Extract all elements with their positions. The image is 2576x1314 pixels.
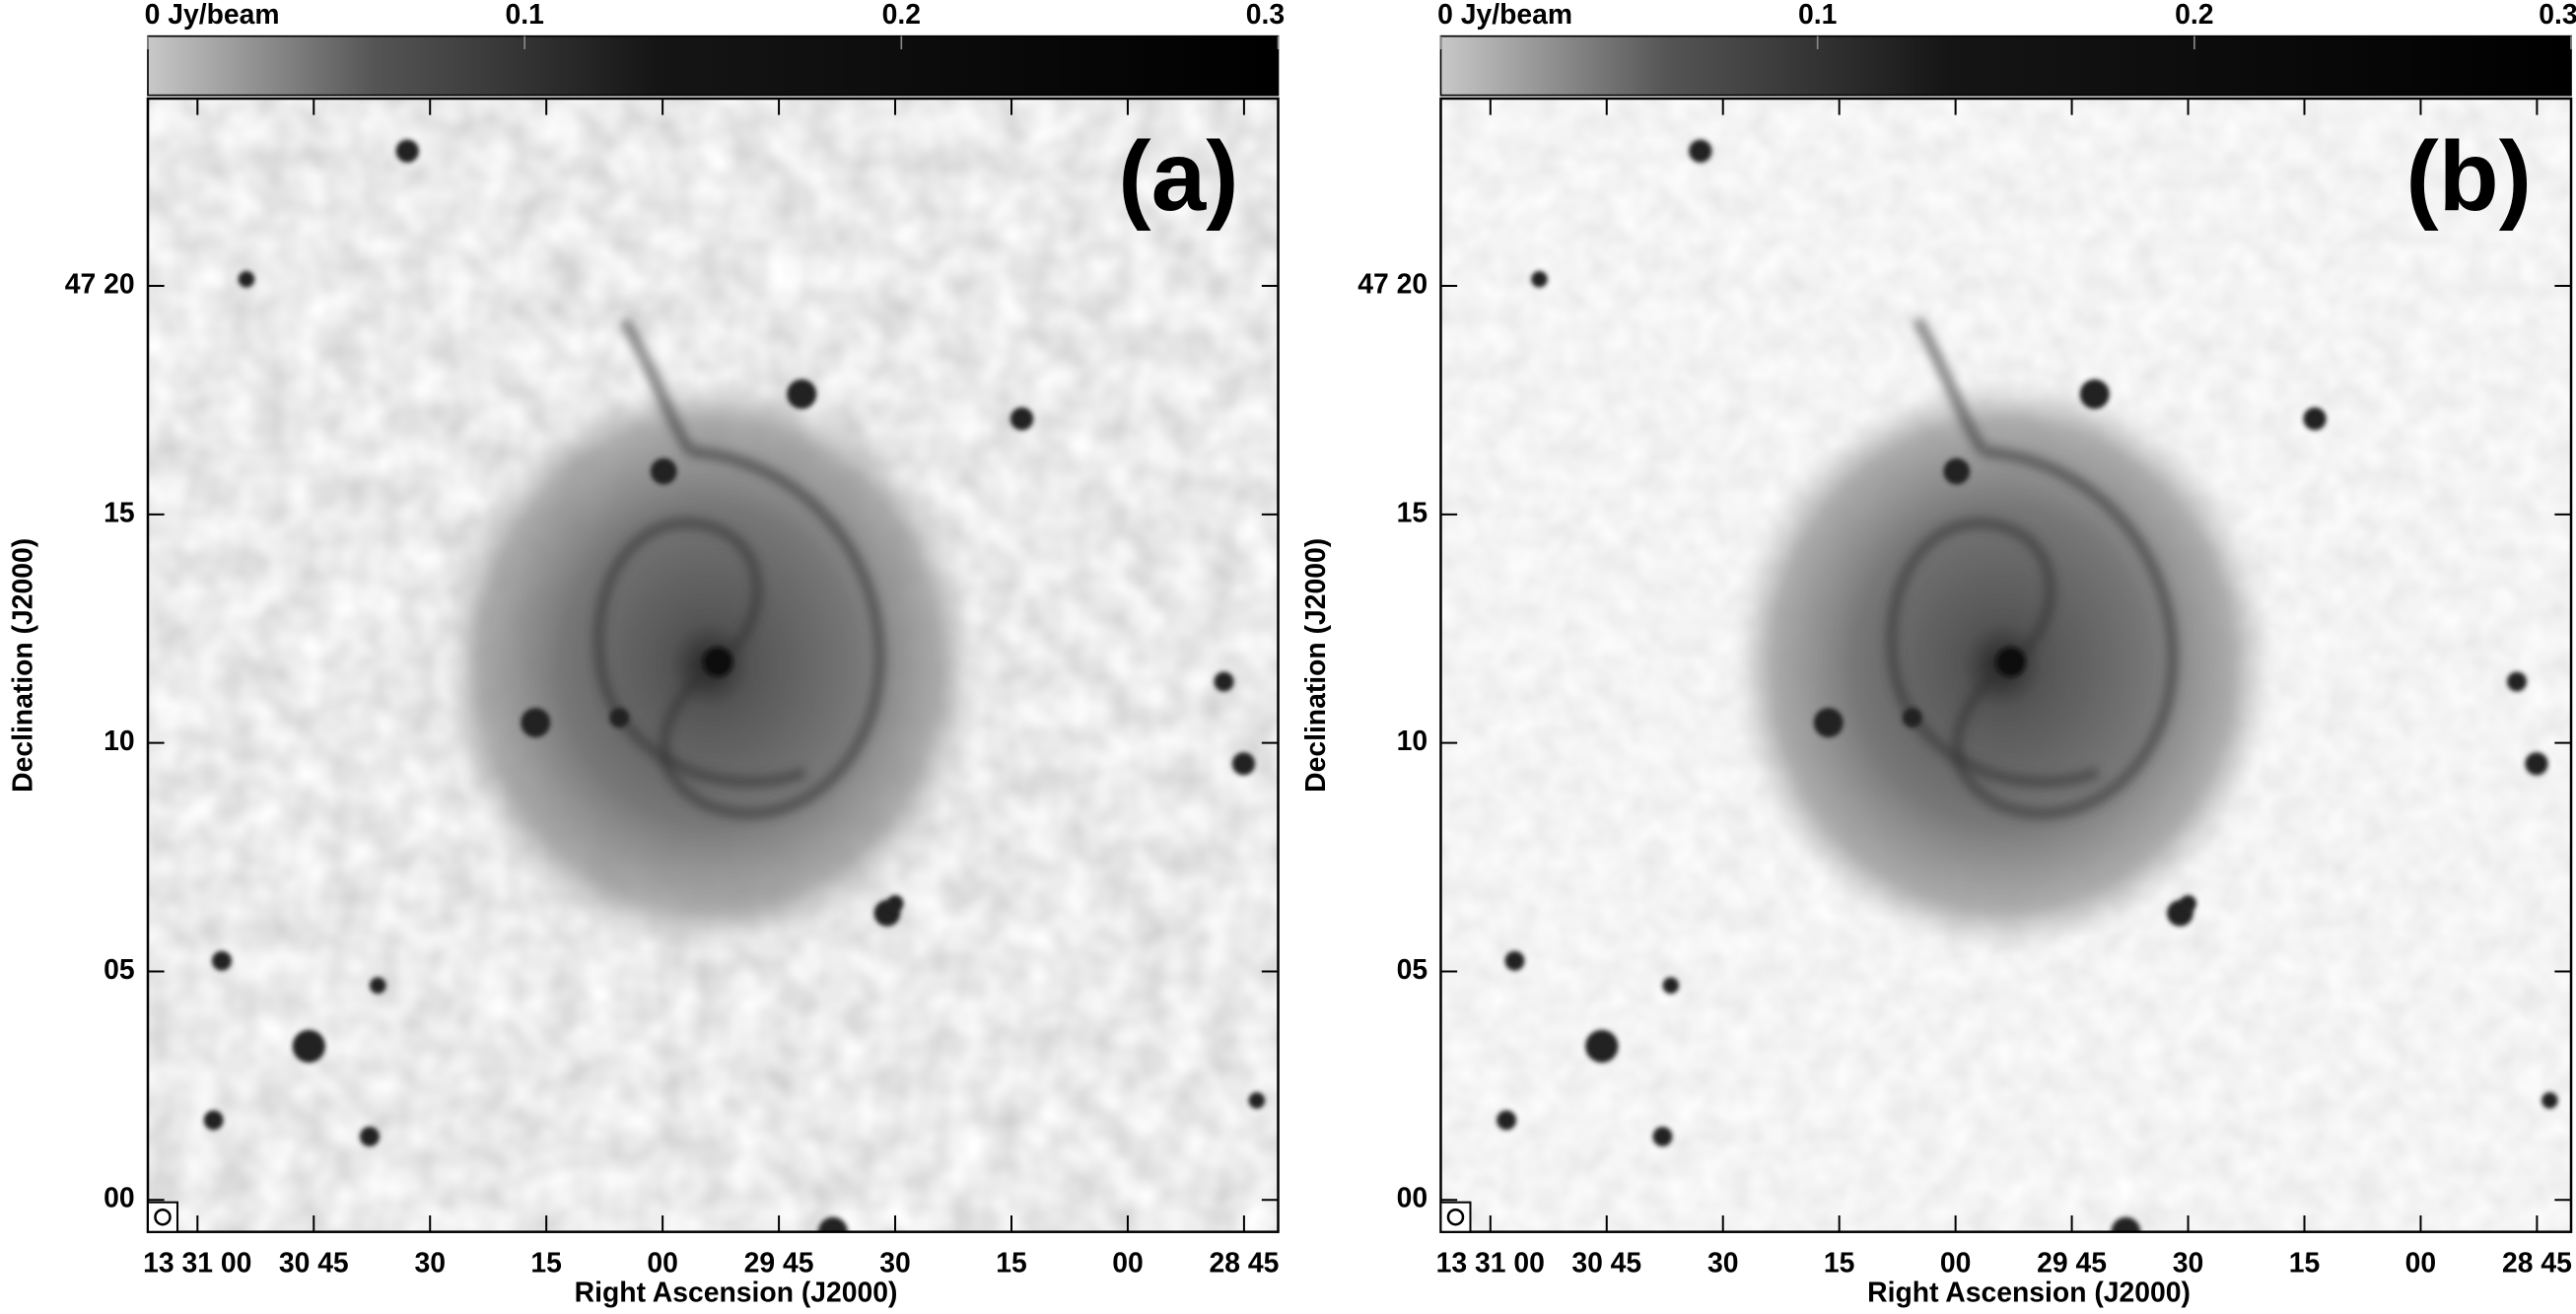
point-source: [1902, 708, 1922, 728]
point-source: [2180, 895, 2197, 912]
y-tick-label: 47 20: [65, 269, 135, 301]
point-source: [2541, 1092, 2558, 1109]
point-source: [1943, 457, 1971, 485]
point-source: [1689, 139, 1712, 163]
point-source: [395, 139, 419, 163]
y-tick-label: 47 20: [1358, 269, 1427, 301]
colorbar: [1439, 35, 2572, 97]
plot-frame: [1439, 97, 2573, 1233]
point-source: [369, 977, 386, 995]
point-source: [1662, 977, 1680, 995]
x-tick-label: 30: [2173, 1247, 2204, 1279]
point-source: [1504, 950, 1525, 971]
point-source: [2111, 1216, 2141, 1232]
spiral-arm: [619, 316, 695, 455]
y-tick-label: 10: [1397, 726, 1428, 757]
colorbar-tick-label: 0.3: [2539, 0, 2576, 31]
point-source: [2303, 407, 2327, 431]
x-axis-label: Right Ascension (J2000): [1867, 1277, 2191, 1308]
colorbar-tick-label: 0.2: [882, 0, 921, 31]
y-tick-label: 15: [104, 497, 135, 528]
colorbar-tick-label: 0.1: [1798, 0, 1837, 31]
y-tick-label: 00: [104, 1183, 135, 1214]
x-tick-label: 29 45: [744, 1247, 814, 1279]
x-tick-label: 28 45: [2502, 1247, 2572, 1279]
point-source: [1531, 270, 1548, 288]
y-axis-label: Declination (J2000): [1300, 538, 1332, 793]
y-axis-label: Declination (J2000): [7, 538, 38, 793]
y-tick-label: 05: [104, 954, 135, 986]
point-source: [1010, 407, 1034, 431]
point-source: [650, 457, 677, 485]
point-source: [2525, 752, 2548, 776]
spiral-arm: [1951, 446, 2179, 819]
point-source: [1652, 1127, 1673, 1147]
x-tick-label: 29 45: [2037, 1247, 2107, 1279]
x-tick-label: 00: [647, 1247, 678, 1279]
point-source: [292, 1029, 325, 1064]
x-tick-label: 00: [2405, 1247, 2437, 1279]
x-tick-label: 13 31 00: [143, 1247, 251, 1279]
radio-image: [1440, 98, 2572, 1232]
x-tick-label: 15: [530, 1247, 562, 1279]
point-source: [886, 895, 904, 912]
spiral-arm: [658, 446, 885, 819]
x-tick-label: 15: [2289, 1247, 2321, 1279]
x-tick-label: 30 45: [279, 1247, 349, 1279]
galaxy-nucleus: [1995, 647, 2026, 677]
colorbar-tick-label: 0 Jy/beam: [1437, 0, 1572, 31]
x-tick-label: 30: [414, 1247, 446, 1279]
point-source: [1214, 671, 1234, 692]
point-source: [1813, 708, 1844, 738]
x-tick-label: 00: [1112, 1247, 1144, 1279]
point-source: [1497, 1110, 1517, 1131]
point-source: [203, 1110, 224, 1131]
x-tick-label: 15: [996, 1247, 1027, 1279]
y-tick-label: 00: [1397, 1183, 1428, 1214]
spiral-arm: [592, 517, 807, 789]
y-tick-label: 05: [1397, 954, 1428, 986]
plot-frame: [146, 97, 1280, 1233]
x-tick-label: 13 31 00: [1436, 1247, 1545, 1279]
x-axis-label: Right Ascension (J2000): [575, 1277, 898, 1308]
colorbar-tick-label: 0.2: [2175, 0, 2213, 31]
y-tick-label: 10: [104, 726, 135, 757]
point-source: [521, 708, 551, 738]
colorbar: [147, 35, 1280, 97]
panel-label: (b): [2405, 121, 2532, 232]
beam: [154, 1208, 172, 1226]
spiral-arm: [1886, 517, 2101, 789]
point-source: [238, 270, 255, 288]
point-source: [817, 1216, 848, 1232]
colorbar-tick-label: 0 Jy/beam: [145, 0, 280, 31]
point-source: [211, 950, 232, 971]
x-tick-label: 00: [1940, 1247, 1972, 1279]
point-source: [1248, 1092, 1266, 1109]
point-source: [609, 708, 630, 728]
x-tick-label: 30: [879, 1247, 911, 1279]
colorbar-tick-label: 0.1: [505, 0, 543, 31]
y-tick-label: 15: [1397, 497, 1428, 528]
point-source: [359, 1127, 380, 1147]
point-source: [2079, 379, 2110, 409]
x-tick-label: 30: [1707, 1247, 1739, 1279]
beam: [1446, 1208, 1465, 1226]
galaxy-nucleus: [703, 647, 733, 677]
spiral-arm: [1912, 316, 1988, 455]
beam-box: [146, 1201, 178, 1233]
x-tick-label: 15: [1824, 1247, 1855, 1279]
point-source: [1231, 752, 1256, 776]
x-tick-label: 28 45: [1209, 1247, 1279, 1279]
x-tick-label: 30 45: [1571, 1247, 1641, 1279]
point-source: [1585, 1029, 1619, 1064]
point-source: [787, 379, 817, 409]
radio-image: [147, 98, 1279, 1232]
panel-label: (a): [1118, 121, 1238, 232]
beam-box: [1439, 1201, 1472, 1233]
point-source: [2507, 671, 2528, 692]
colorbar-tick-label: 0.3: [1246, 0, 1285, 31]
